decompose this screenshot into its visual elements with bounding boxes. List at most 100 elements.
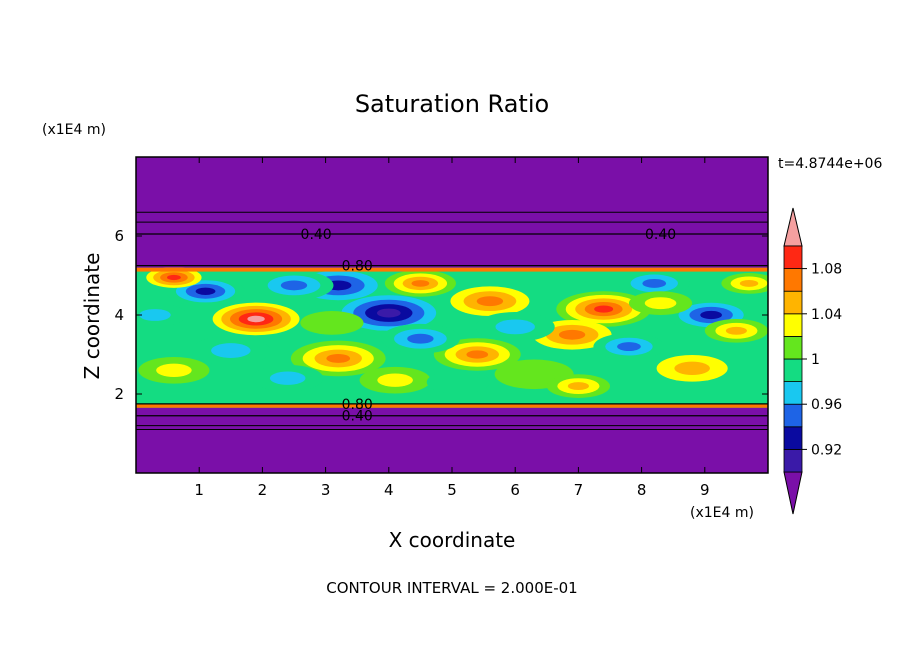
field-blob-ring <box>700 310 722 320</box>
x-tick-label: 9 <box>700 481 710 499</box>
field-blob <box>450 286 530 316</box>
field-blob-ring <box>211 343 251 358</box>
field-blob-ring <box>739 279 759 287</box>
field-blob-ring <box>466 350 489 359</box>
field-blob <box>146 267 202 288</box>
colorbar-label: 1.08 <box>811 262 842 278</box>
time-label: t=4.8744e+06 <box>778 156 882 172</box>
field-blob <box>556 291 652 327</box>
band-edge-top <box>136 267 768 272</box>
field-band <box>136 267 768 408</box>
y-axis: 2 4 6 <box>114 227 768 403</box>
x-tick-label: 3 <box>321 481 331 499</box>
field-blob-ring <box>139 309 171 321</box>
y-tick-label: 2 <box>114 385 124 403</box>
contour-label: 0.40 <box>301 227 332 243</box>
field-blob <box>138 356 210 384</box>
field-blob <box>191 335 271 366</box>
field-blob <box>290 340 386 377</box>
field-blob-ring <box>411 280 430 287</box>
field-blob-ring <box>195 287 216 296</box>
contour-label: 0.40 <box>342 409 373 425</box>
chart-title: Saturation Ratio <box>355 90 549 118</box>
contour-label: 0.80 <box>342 259 373 275</box>
y-tick-label: 6 <box>114 227 124 245</box>
x-tick-label: 8 <box>637 481 647 499</box>
contour-interval-label: CONTOUR INTERVAL = 2.000E-01 <box>326 579 577 597</box>
field-blob <box>212 302 300 336</box>
colorbar-swatch <box>783 245 803 270</box>
colorbar-min-arrow <box>783 471 803 515</box>
field-blob-ring <box>377 373 413 387</box>
field-blob <box>426 370 490 394</box>
field-blob <box>359 366 431 394</box>
x-tick-label: 2 <box>258 481 268 499</box>
colorbar: 0.92 0.96 1 1.04 1.08 <box>783 207 842 515</box>
field-blob-ring <box>156 363 192 377</box>
x-axis-label: X coordinate <box>389 528 516 552</box>
x-tick-label: 5 <box>447 481 457 499</box>
field-blob-ring <box>674 361 710 375</box>
colorbar-swatch <box>783 381 803 405</box>
colorbar-swatch <box>783 403 803 428</box>
field-blob <box>546 374 611 398</box>
colorbar-swatch <box>783 313 803 337</box>
field-blob-ring <box>247 315 265 323</box>
colorbar-swatch <box>783 290 803 315</box>
colorbar-label: 0.96 <box>811 397 842 413</box>
x-tick-label: 6 <box>510 481 520 499</box>
field-blob <box>721 273 768 294</box>
field-blob <box>300 311 364 335</box>
colorbar-swatch <box>783 358 803 383</box>
field-blob-ring <box>476 296 504 307</box>
field-blob-ring <box>495 319 535 335</box>
y-unit-label: (x1E4 m) <box>42 122 106 138</box>
field-blob-ring <box>426 370 490 394</box>
field-blob-ring <box>725 326 747 335</box>
contour-lines: 0.40 0.400.800.800.40 <box>136 211 768 431</box>
field-blob <box>341 295 437 331</box>
field-blob-ring <box>326 354 351 363</box>
colorbar-swatch <box>783 335 803 360</box>
colorbar-swatch <box>783 426 803 450</box>
colorbar-label: 0.92 <box>811 442 842 458</box>
field-blob <box>656 354 728 382</box>
field-blob <box>704 318 768 343</box>
field-blob-ring <box>644 297 677 310</box>
field-blob <box>252 364 324 392</box>
contour-label: 0.80 <box>342 397 373 413</box>
field-blob-ring <box>642 278 667 288</box>
field-blob-ring <box>300 311 364 335</box>
field-blob-ring <box>407 333 434 344</box>
field-blob <box>628 291 693 315</box>
field-blob <box>433 338 521 371</box>
field-blob-ring <box>567 382 589 391</box>
colorbar-max-arrow <box>783 207 803 247</box>
x-tick-label: 1 <box>194 481 204 499</box>
field-blob-ring <box>280 280 308 291</box>
field-blob <box>136 303 187 327</box>
field-blob <box>593 333 665 360</box>
field-blob-ring <box>167 274 181 281</box>
contour-label: 0.40 <box>645 227 676 243</box>
x-unit-label: (x1E4 m) <box>690 505 754 521</box>
field-blob <box>618 270 690 297</box>
colorbar-label: 1 <box>811 352 820 368</box>
band-edge-bottom <box>136 403 768 408</box>
field-blob-ring <box>617 342 641 352</box>
colorbar-swatch <box>783 268 803 292</box>
field-blob-ring <box>269 371 306 385</box>
x-axis: 1 2 3 4 5 6 7 8 9 <box>194 157 710 499</box>
y-axis-label: Z coordinate <box>80 253 104 380</box>
colorbar-swatch <box>783 448 803 473</box>
field-blob <box>254 270 334 301</box>
field-blob-ring <box>376 308 401 318</box>
x-tick-label: 7 <box>574 481 584 499</box>
field-blob <box>475 312 555 342</box>
field-blob <box>380 323 460 354</box>
x-tick-label: 4 <box>384 481 394 499</box>
field-blob-ring <box>594 305 614 313</box>
field-blob-ring <box>558 329 586 340</box>
plot-area: 0.40 0.400.800.800.40 <box>135 156 769 474</box>
